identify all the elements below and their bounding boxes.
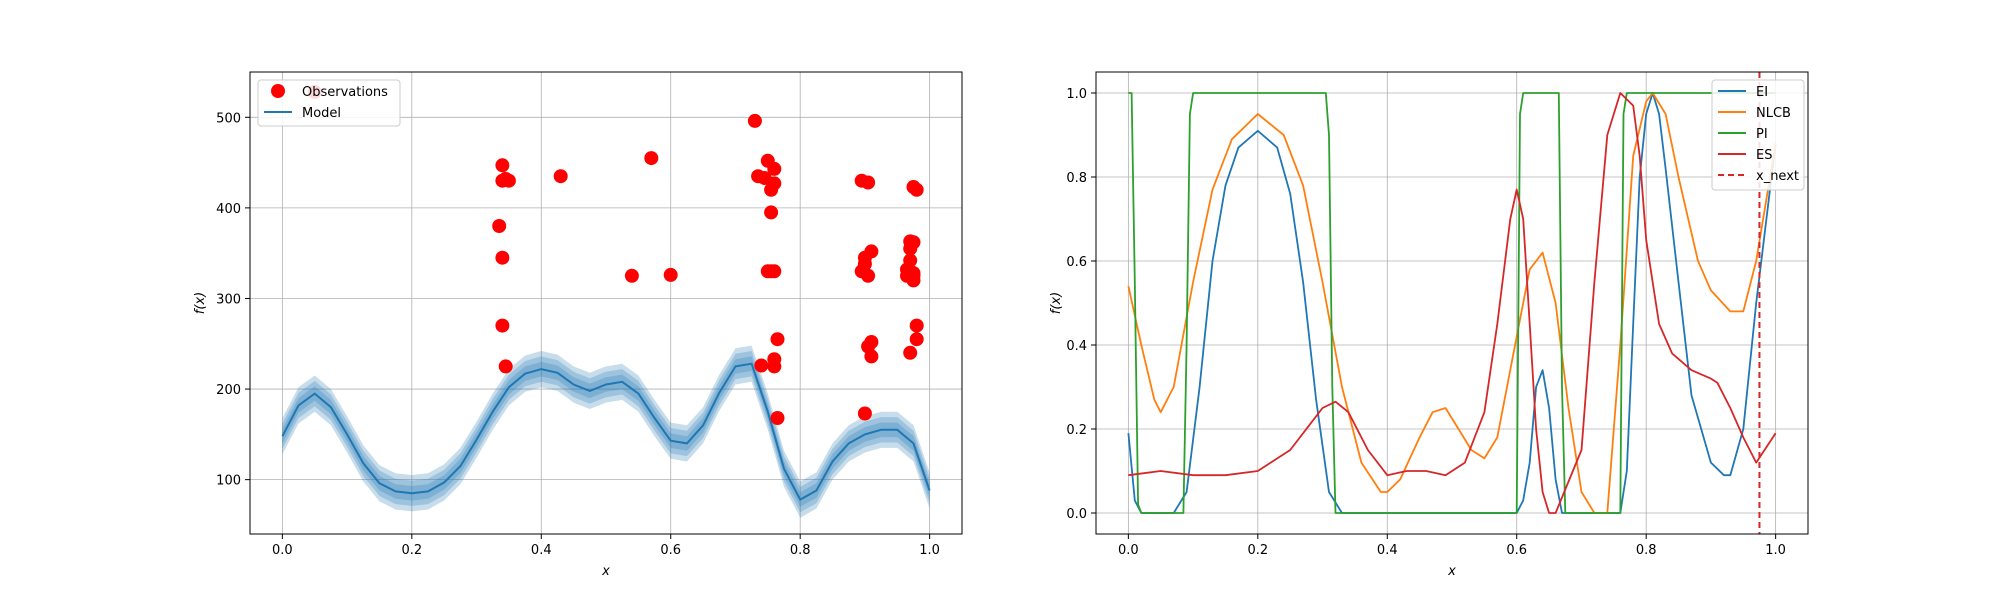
legend-pi-label: PI xyxy=(1756,127,1768,142)
x-axis-label: x xyxy=(1447,564,1456,579)
observation-point xyxy=(903,345,918,360)
observation-point xyxy=(767,359,782,374)
observation-point xyxy=(767,264,782,279)
x-tick-label: 0.0 xyxy=(1118,543,1139,558)
observation-point xyxy=(498,359,513,374)
tick-labels: 0.0 0.2 0.4 0.6 0.8 1.0 0.0 0.2 0.4 0.6 0.8 1.0 xyxy=(1066,87,1786,558)
observation-point xyxy=(909,182,924,197)
y-tick-label: 0.0 xyxy=(1066,507,1087,522)
observation-point xyxy=(644,151,659,166)
series-pi-line xyxy=(1128,92,1776,514)
plot-data xyxy=(1127,72,1777,534)
observation-point xyxy=(903,253,918,268)
observation-point xyxy=(770,332,785,347)
legend-box xyxy=(1711,79,1805,191)
x-tick-label: 1.0 xyxy=(1765,543,1786,558)
x-tick-label: 0.0 xyxy=(272,543,293,558)
legend-box xyxy=(257,79,401,127)
observation-point xyxy=(663,267,678,282)
observation-point xyxy=(864,349,879,364)
legend-observations-label: Observations xyxy=(302,85,388,100)
observation-point xyxy=(909,318,924,333)
observation-point xyxy=(495,158,510,173)
observation-point xyxy=(624,268,639,283)
legend-es-label: ES xyxy=(1756,148,1772,163)
series-nlcb-line xyxy=(1127,92,1777,514)
axes-frame xyxy=(249,71,963,535)
x-tick-label: 0.8 xyxy=(1636,543,1657,558)
model-confidence-band xyxy=(282,356,930,507)
y-tick-label: 0.2 xyxy=(1066,423,1087,438)
tick-labels: 0.0 0.2 0.4 0.6 0.8 1.0 100 200 300 400 500 xyxy=(216,111,940,558)
observation-point xyxy=(861,268,876,283)
legend-observations-marker xyxy=(271,84,285,98)
legend: EI NLCB PI ES x_next xyxy=(1711,79,1805,191)
axes-frame xyxy=(1095,71,1809,535)
observation-point xyxy=(909,332,924,347)
observation-point xyxy=(857,406,872,421)
x-tick-label: 0.4 xyxy=(1377,543,1398,558)
grid-lines xyxy=(250,72,962,534)
x-tick-label: 0.8 xyxy=(790,543,811,558)
y-tick-label: 0.4 xyxy=(1066,339,1087,354)
legend-x-next-label: x_next xyxy=(1756,169,1799,184)
observation-point xyxy=(770,411,785,425)
observation-point xyxy=(764,205,779,220)
legend: Observations Model xyxy=(257,79,401,127)
y-tick-label: 400 xyxy=(216,202,241,217)
model-confidence-band xyxy=(282,351,930,513)
y-tick-label: 100 xyxy=(216,474,241,489)
observation-point xyxy=(906,268,921,283)
y-tick-label: 0.6 xyxy=(1066,255,1087,270)
legend-nlcb-label: NLCB xyxy=(1756,106,1791,121)
x-tick-label: 0.4 xyxy=(531,543,552,558)
observation-point xyxy=(492,219,507,233)
y-axis-label: f(x) xyxy=(193,292,208,314)
observation-point xyxy=(857,257,872,271)
x-tick-label: 0.6 xyxy=(1506,543,1527,558)
x-tick-label: 0.2 xyxy=(401,543,422,558)
observation-point xyxy=(495,250,510,265)
y-tick-label: 1.0 xyxy=(1066,87,1087,102)
series-ei-line xyxy=(1127,92,1777,514)
x-tick-label: 1.0 xyxy=(919,543,940,558)
series-es-line xyxy=(1128,92,1777,514)
y-axis-label: f(x) xyxy=(1049,292,1064,314)
x-tick-label: 0.2 xyxy=(1247,543,1268,558)
x-tick-label: 0.6 xyxy=(660,543,681,558)
observation-point xyxy=(861,175,876,190)
legend-ei-label: EI xyxy=(1756,85,1768,100)
observation-point xyxy=(754,358,769,373)
gp-model-chart: 0.0 0.2 0.4 0.6 0.8 1.0 100 200 300 400 500 x f(x)… xyxy=(193,71,963,579)
observation-point xyxy=(864,335,879,349)
observation-point xyxy=(864,244,879,259)
observation-point xyxy=(501,173,516,188)
observation-point xyxy=(906,235,921,250)
y-tick-label: 300 xyxy=(216,292,241,307)
model-confidence-band xyxy=(282,345,930,518)
legend-model-label: Model xyxy=(302,106,341,121)
observation-point xyxy=(767,176,782,191)
y-tick-label: 500 xyxy=(216,111,241,126)
acquisition-functions-chart: 0.0 0.2 0.4 0.6 0.8 1.0 0.0 0.2 0.4 0.6 0.8 1.0 x f… xyxy=(1049,71,1809,579)
y-tick-label: 0.8 xyxy=(1066,171,1087,186)
plot-data xyxy=(281,84,931,518)
observation-point xyxy=(495,318,510,333)
observation-point xyxy=(747,113,762,128)
observation-point xyxy=(767,161,782,176)
observation-point xyxy=(553,169,568,184)
y-tick-label: 200 xyxy=(216,383,241,398)
x-axis-label: x xyxy=(601,564,610,579)
model-mean-line xyxy=(281,362,931,501)
